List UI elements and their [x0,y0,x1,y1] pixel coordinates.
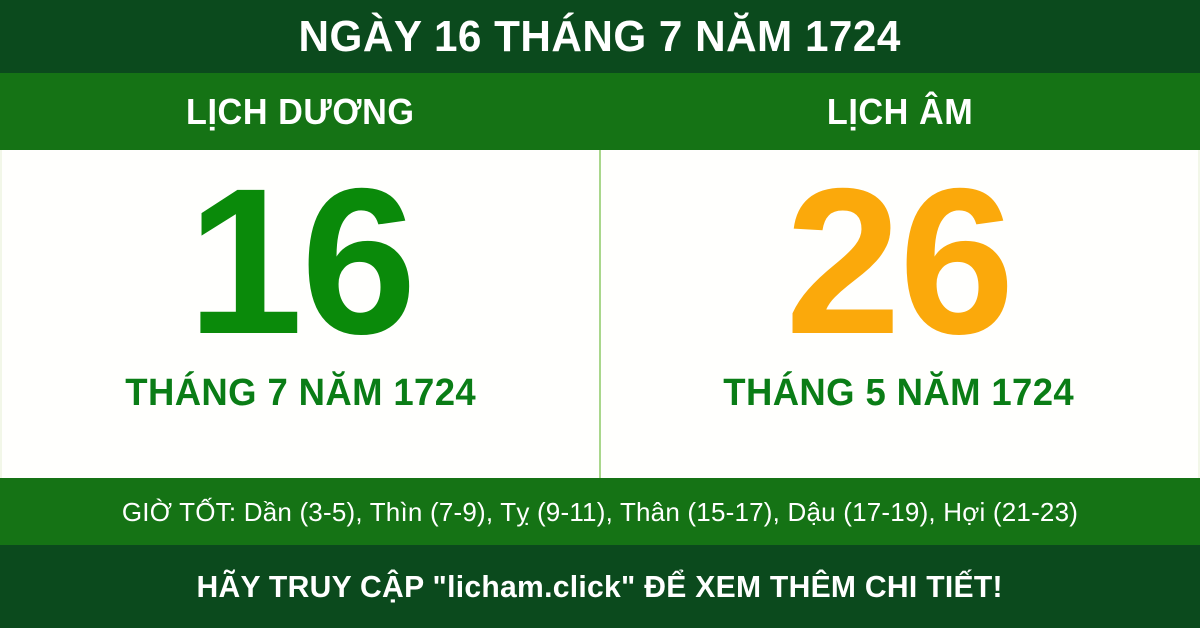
good-hours-bar: GIỜ TỐT: Dần (3-5), Thìn (7-9), Tỵ (9-11… [0,478,1200,545]
lunar-day-number: 26 [785,146,1014,378]
good-hours-text: GIỜ TỐT: Dần (3-5), Thìn (7-9), Tỵ (9-11… [121,496,1079,527]
column-header-lunar: LỊCH ÂM [600,73,1200,150]
column-header-bar: LỊCH DƯƠNG LỊCH ÂM [0,73,1200,150]
calendar-panels: 16 THÁNG 7 NĂM 1724 26 THÁNG 5 NĂM 1724 [0,150,1200,478]
lunar-month-year-label: THÁNG 5 NĂM 1724 [723,371,1075,414]
panel-divider [599,150,601,478]
column-header-lunar-label: LỊCH ÂM [826,90,974,132]
column-header-solar-label: LỊCH DƯƠNG [185,90,415,132]
footer-bar: HÃY TRUY CẬP "licham.click" ĐỂ XEM THÊM … [0,545,1200,628]
solar-panel: 16 THÁNG 7 NĂM 1724 [2,150,600,478]
title-bar: NGÀY 16 THÁNG 7 NĂM 1724 [0,0,1200,73]
solar-day-number: 16 [187,146,416,378]
lunar-panel: 26 THÁNG 5 NĂM 1724 [600,150,1198,478]
solar-month-year-label: THÁNG 7 NĂM 1724 [125,371,477,414]
page-title: NGÀY 16 THÁNG 7 NĂM 1724 [298,11,902,61]
footer-cta-text: HÃY TRUY CẬP "licham.click" ĐỂ XEM THÊM … [196,569,1004,604]
column-header-solar: LỊCH DƯƠNG [0,73,600,150]
